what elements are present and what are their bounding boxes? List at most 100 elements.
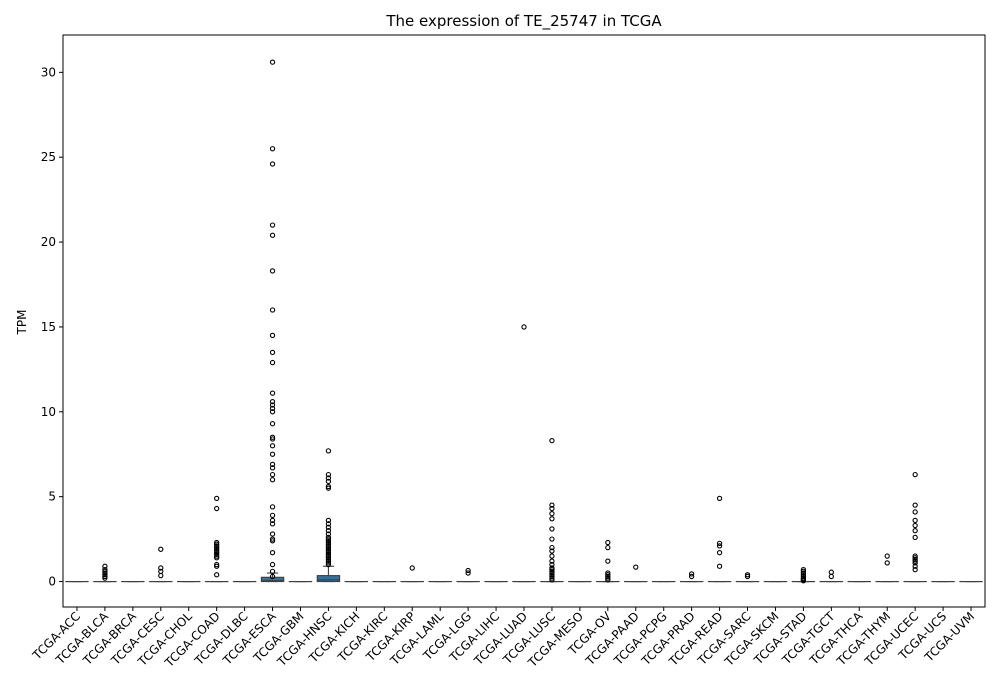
outlier-point (912, 553, 918, 559)
outlier-point (549, 575, 555, 581)
outlier-point (102, 563, 108, 569)
outlier-point (214, 548, 220, 554)
outlier-point (549, 502, 555, 508)
outlier-point (605, 570, 611, 576)
outlier-point (269, 512, 276, 518)
outlier-point (549, 505, 555, 512)
outlier-point (325, 543, 332, 549)
outlier-point (158, 565, 164, 571)
outlier-point (269, 59, 276, 65)
outlier-point (269, 465, 276, 471)
y-tick-label: 15 (41, 320, 56, 334)
outlier-point (269, 436, 276, 442)
box-tcga-tgct (819, 569, 844, 583)
outlier-point (325, 471, 332, 478)
outlier-point (549, 548, 555, 554)
outlier-point (214, 546, 220, 552)
outlier-point (269, 390, 276, 396)
outlier-point (269, 402, 276, 408)
outlier-point (102, 568, 108, 575)
outlier-point (912, 471, 918, 478)
outlier-point (214, 551, 220, 558)
outlier-point (102, 570, 108, 576)
outlier-point (605, 539, 611, 546)
outlier-point (325, 531, 332, 537)
outlier-point (269, 461, 276, 468)
outlier-point (269, 307, 276, 313)
box-body (260, 576, 285, 583)
outlier-point (269, 477, 276, 483)
outlier-point (269, 471, 276, 478)
outlier-point (325, 534, 332, 541)
chart-title: The expression of TE_25747 in TCGA (385, 12, 662, 31)
outlier-point (214, 495, 220, 502)
outlier-point (716, 563, 723, 569)
outlier-point (325, 538, 332, 544)
outlier-point (465, 567, 471, 574)
box-tcga-ov (596, 539, 620, 583)
outlier-point (269, 561, 276, 568)
y-axis: 0 5 10 15 20 25 30 (41, 65, 63, 589)
outlier-point (325, 541, 332, 547)
outlier-point (549, 565, 555, 571)
outlier-point (325, 483, 332, 490)
box-body (316, 575, 341, 583)
y-axis-label: TPM (15, 310, 29, 336)
outlier-point (325, 517, 332, 524)
outlier-point (549, 516, 555, 522)
outlier-point (325, 544, 332, 551)
y-tick-label: 10 (41, 405, 56, 419)
outlier-point (521, 324, 527, 330)
outlier-point (716, 495, 723, 502)
outlier-point (214, 541, 220, 547)
outlier-point (605, 558, 611, 564)
outlier-point (269, 222, 276, 228)
box-tcga-lusc (540, 438, 564, 583)
outlier-point (549, 561, 555, 568)
box-tcga-thym (875, 553, 899, 583)
outlier-point (549, 577, 555, 583)
outlier-point (744, 572, 751, 578)
outlier-point (214, 572, 220, 578)
box-tcga-paad (624, 564, 648, 583)
outlier-point (325, 478, 332, 485)
outlier-point (325, 561, 332, 568)
outlier-point (269, 538, 276, 544)
outlier-point (325, 551, 332, 558)
box-tcga-read (707, 495, 732, 583)
y-tick-label: 20 (41, 235, 56, 249)
outlier-point (800, 575, 807, 581)
outlier-point (269, 434, 276, 440)
outlier-point (325, 556, 332, 563)
outlier-point (269, 409, 276, 415)
box-tcga-prad (679, 571, 704, 583)
outlier-point (325, 521, 332, 527)
outlier-point (269, 573, 276, 580)
outlier-point (549, 544, 555, 551)
box-tcga-kirp (400, 565, 424, 583)
box-tcga-blca (93, 563, 117, 583)
box-tcga-stad (791, 567, 816, 584)
outlier-point (549, 553, 555, 559)
outlier-point (269, 232, 276, 238)
outlier-point (214, 543, 220, 549)
outlier-point (549, 567, 555, 573)
outlier-point (912, 555, 918, 561)
outlier-point (102, 567, 108, 573)
outlier-point (325, 550, 332, 556)
outlier-point (549, 438, 555, 444)
outlier-point (633, 564, 639, 570)
outlier-point (549, 568, 555, 575)
outlier-point (325, 536, 332, 542)
outlier-point (269, 421, 276, 427)
outlier-point (269, 568, 276, 575)
outlier-point (325, 558, 332, 564)
outlier-point (912, 517, 918, 524)
outlier-point (912, 560, 918, 566)
outlier-point (102, 575, 108, 581)
outlier-point (605, 575, 611, 581)
outlier-point (912, 527, 918, 534)
outlier-point (744, 573, 751, 580)
outlier-point (549, 510, 555, 517)
